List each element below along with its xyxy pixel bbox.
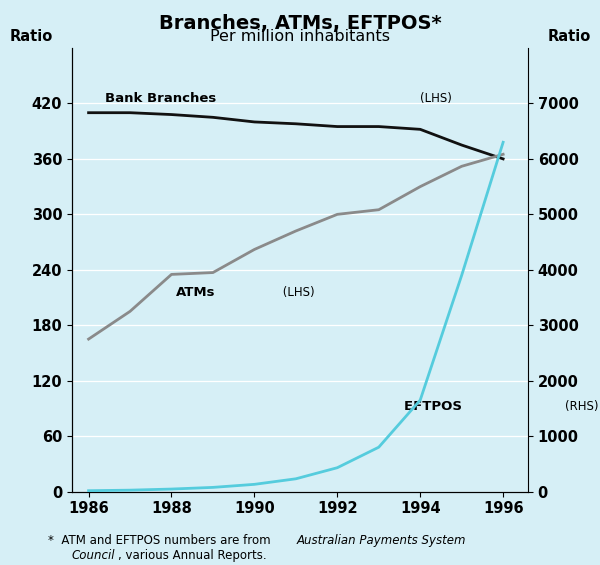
Text: Australian Payments System: Australian Payments System [297,534,467,547]
Text: ATMs: ATMs [176,286,215,299]
Text: , various Annual Reports.: , various Annual Reports. [118,549,267,562]
Text: Ratio: Ratio [10,29,53,44]
Text: EFTPOS: EFTPOS [404,400,466,413]
Text: Ratio: Ratio [547,29,590,44]
Text: *  ATM and EFTPOS numbers are from: * ATM and EFTPOS numbers are from [48,534,274,547]
Text: Council: Council [72,549,115,562]
Text: Branches, ATMs, EFTPOS*: Branches, ATMs, EFTPOS* [158,14,442,33]
Text: (LHS): (LHS) [420,92,452,105]
Text: (LHS): (LHS) [279,286,315,299]
Text: (RHS): (RHS) [565,400,599,413]
Text: Per million inhabitants: Per million inhabitants [210,29,390,45]
Text: Bank Branches: Bank Branches [105,92,221,105]
